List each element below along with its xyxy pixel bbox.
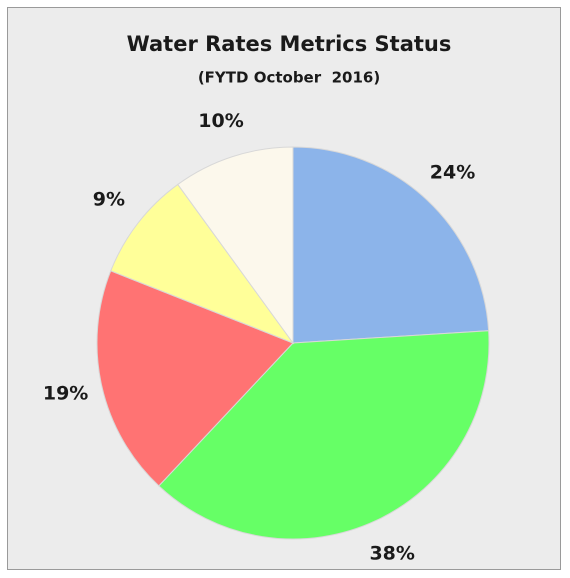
- data-label: 10%: [198, 110, 243, 132]
- chart-title: Water Rates Metrics Status: [127, 32, 452, 56]
- pie-slice: [158, 330, 490, 540]
- pie-slice: [110, 183, 295, 345]
- data-label: 24%: [430, 162, 475, 184]
- data-label: 38%: [369, 542, 414, 564]
- chart-subtitle: (FYTD October 2016): [198, 69, 380, 87]
- data-label: 19%: [43, 382, 88, 404]
- pie-slice: [177, 146, 294, 345]
- data-label: 9%: [93, 189, 125, 211]
- pie-slice: [96, 270, 294, 487]
- pie-slice: [292, 146, 490, 344]
